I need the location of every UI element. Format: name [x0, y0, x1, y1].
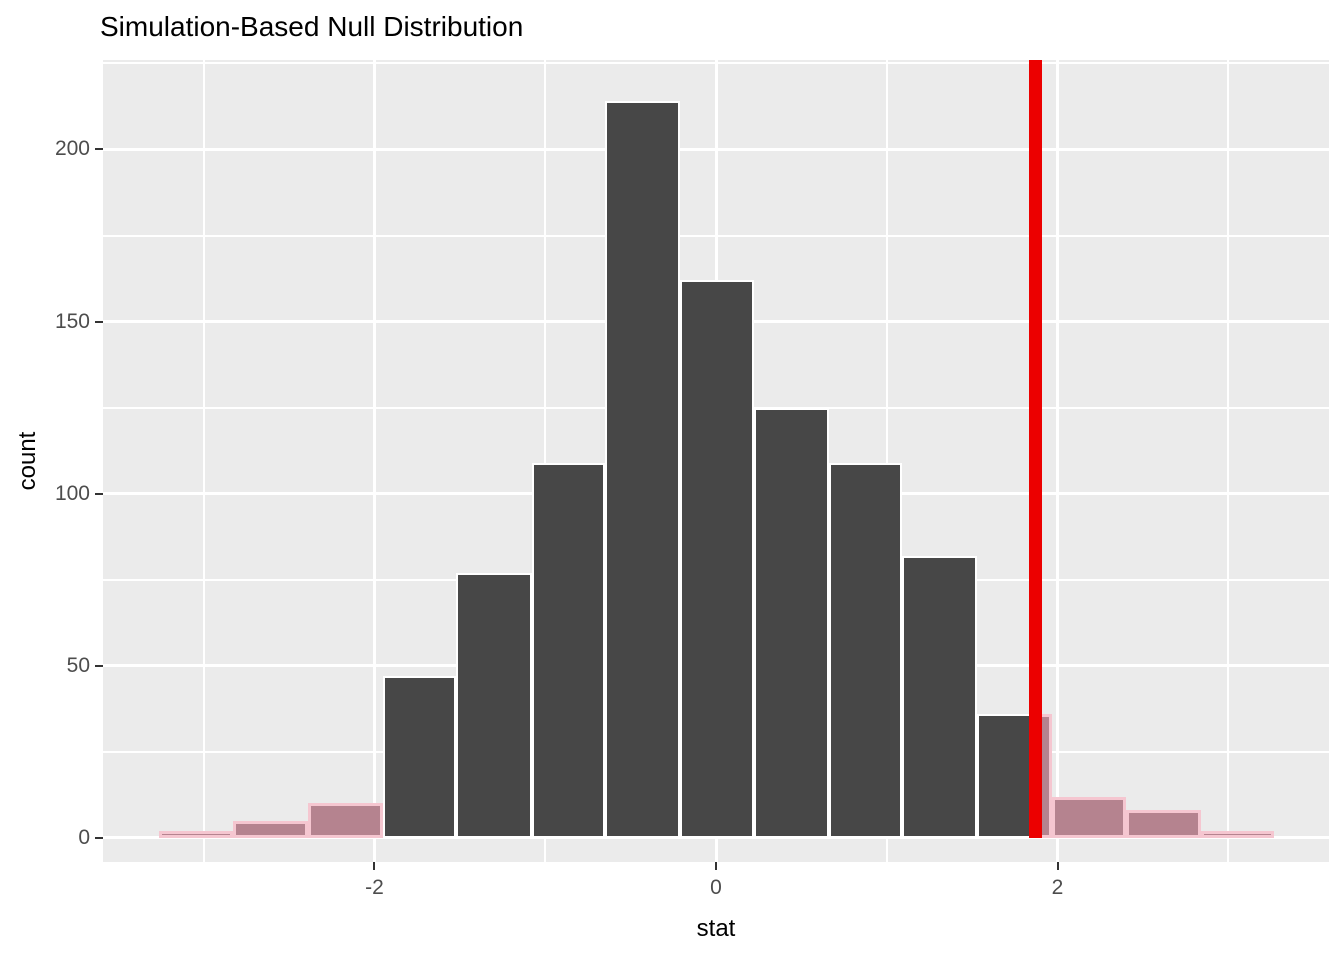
x-major-gridline	[372, 60, 376, 862]
x-tick-label: 0	[710, 876, 722, 899]
plot-panel	[103, 60, 1329, 862]
x-tick-mark	[715, 862, 717, 870]
y-tick-mark	[95, 320, 103, 323]
histogram-bar	[456, 572, 532, 838]
y-tick-mark	[95, 148, 103, 151]
x-minor-gridline	[202, 60, 205, 862]
x-axis-title: stat	[696, 915, 736, 942]
y-tick-mark	[95, 836, 103, 839]
x-major-gridline	[1056, 60, 1059, 862]
histogram-bar	[753, 407, 829, 838]
histogram-bar-shaded	[232, 820, 308, 838]
y-tick-label: 100	[54, 481, 90, 505]
histogram-bar	[902, 555, 978, 838]
histogram-bar	[383, 676, 457, 838]
histogram-bar-shaded	[1052, 796, 1126, 838]
y-tick-mark	[95, 492, 103, 495]
histogram-bar	[531, 462, 605, 838]
x-tick-mark	[373, 862, 376, 870]
histogram-bar	[680, 280, 754, 838]
histogram-bar	[605, 101, 681, 838]
x-minor-gridline	[1227, 60, 1230, 862]
x-tick-label: -2	[365, 876, 384, 899]
chart-title: Simulation-Based Null Distribution	[100, 11, 524, 42]
x-minor-gridline	[885, 60, 888, 862]
y-tick-label: 200	[54, 137, 90, 161]
x-tick-mark	[1056, 862, 1059, 870]
observed-stat-line	[1028, 60, 1042, 838]
histogram-bar	[828, 462, 903, 838]
y-axis-title: count	[14, 431, 41, 491]
histogram-bar-shaded	[307, 803, 384, 838]
y-tick-label: 150	[54, 309, 90, 333]
histogram-bar-shaded	[1125, 810, 1201, 838]
histogram-bar-shaded	[1200, 831, 1275, 838]
x-minor-gridline	[544, 60, 547, 862]
histogram-bar-shaded	[159, 831, 233, 838]
y-tick-label: 50	[66, 653, 90, 677]
y-tick-label: 0	[78, 825, 90, 849]
x-tick-label: 2	[1051, 876, 1064, 899]
y-tick-mark	[95, 664, 103, 667]
